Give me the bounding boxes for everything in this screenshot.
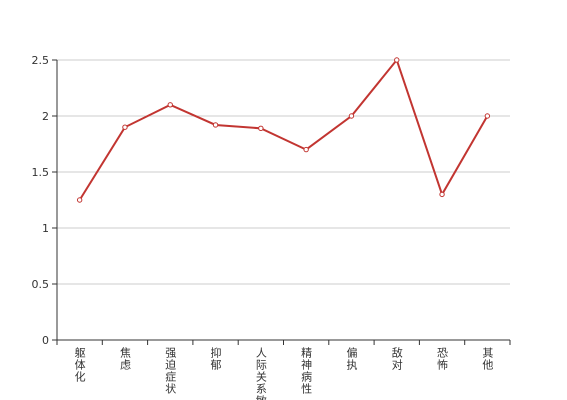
y-tick-label: 2: [42, 110, 49, 123]
point: [122, 124, 128, 130]
x-tick-label: 偏执: [345, 346, 358, 371]
point: [439, 191, 445, 198]
line: [78, 57, 489, 201]
y-tick-label: 2.5: [32, 54, 50, 67]
x-tick-label: 强迫症状: [164, 347, 177, 395]
x-tick-label: 人际关系敏感: [254, 347, 267, 400]
x-tick-label: 精神病性: [300, 347, 313, 395]
y-tick-label: 1.5: [32, 166, 50, 179]
point: [258, 125, 264, 132]
point: [303, 146, 309, 153]
x-tick-label: 敌对: [390, 346, 403, 371]
point: [167, 102, 173, 108]
point: [394, 57, 400, 63]
point: [212, 122, 219, 128]
point: [76, 197, 83, 203]
x-tick-label: 躯体化: [73, 347, 86, 383]
point: [484, 113, 491, 119]
x-tick-label: 抑郁: [209, 346, 222, 371]
x-tick-label: 其他: [481, 347, 494, 371]
y-tick-label: 1: [42, 222, 49, 235]
point: [348, 113, 355, 119]
y-tick-label: 0.5: [32, 278, 50, 291]
x-tick-label: 焦虑: [118, 347, 131, 371]
x-tick-label: 恐怖: [436, 347, 449, 371]
y-tick-label: 0: [42, 334, 49, 347]
